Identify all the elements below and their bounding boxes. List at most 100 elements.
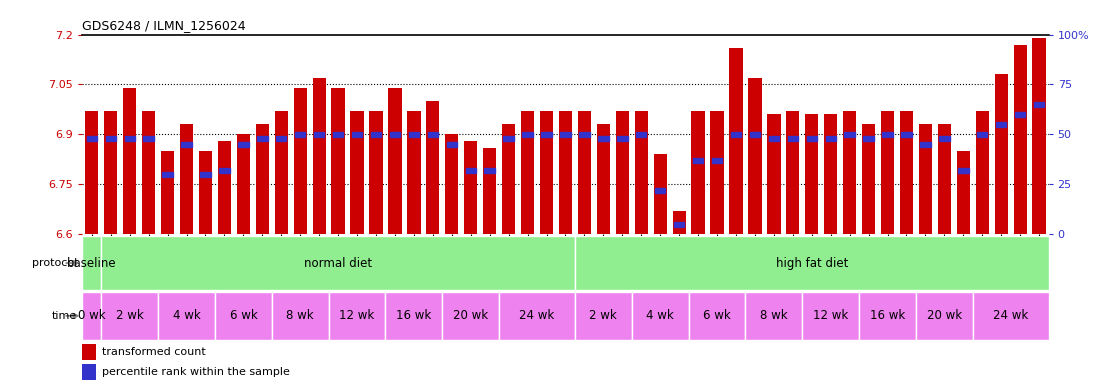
Bar xyxy=(426,101,439,234)
Bar xyxy=(1034,102,1044,107)
Bar xyxy=(787,136,798,141)
Bar xyxy=(541,132,551,137)
Bar xyxy=(959,168,968,173)
Bar xyxy=(749,78,762,234)
Bar xyxy=(580,132,590,137)
Bar xyxy=(731,132,741,137)
Bar xyxy=(1032,38,1045,234)
Text: 4 wk: 4 wk xyxy=(172,310,201,322)
Bar xyxy=(371,132,381,137)
Bar xyxy=(295,132,305,137)
Bar xyxy=(1015,112,1026,117)
Bar xyxy=(769,136,780,141)
Bar xyxy=(82,364,97,379)
Bar xyxy=(445,134,459,234)
Bar xyxy=(729,48,742,234)
Bar xyxy=(238,142,248,147)
Bar xyxy=(181,142,192,147)
Text: 0 wk: 0 wk xyxy=(78,310,105,322)
Bar xyxy=(825,114,838,234)
Bar xyxy=(523,132,533,137)
Bar xyxy=(883,132,893,137)
Bar xyxy=(500,292,575,340)
Bar xyxy=(635,111,648,234)
Bar xyxy=(180,124,193,234)
Text: 24 wk: 24 wk xyxy=(519,310,554,322)
Bar xyxy=(919,124,932,234)
Bar xyxy=(900,111,914,234)
Bar xyxy=(390,132,400,137)
Bar xyxy=(215,292,272,340)
Bar xyxy=(672,211,686,234)
Bar xyxy=(237,134,250,234)
Bar xyxy=(578,111,591,234)
Bar xyxy=(104,111,117,234)
Bar xyxy=(369,111,382,234)
Bar xyxy=(862,124,875,234)
Text: 12 wk: 12 wk xyxy=(814,310,849,322)
Bar xyxy=(540,111,553,234)
Bar xyxy=(863,136,874,141)
Bar xyxy=(938,124,951,234)
Bar xyxy=(163,172,172,177)
Bar xyxy=(217,141,231,234)
Bar xyxy=(350,111,363,234)
Bar xyxy=(272,292,328,340)
Bar xyxy=(575,292,631,340)
Bar xyxy=(976,111,989,234)
Bar xyxy=(596,124,610,234)
Bar xyxy=(293,88,306,234)
Bar xyxy=(710,111,724,234)
Bar xyxy=(616,111,629,234)
Bar xyxy=(408,132,419,137)
Bar xyxy=(768,114,781,234)
Bar xyxy=(786,111,799,234)
Bar xyxy=(199,151,212,234)
Text: baseline: baseline xyxy=(67,257,116,270)
Bar xyxy=(389,88,402,234)
Bar xyxy=(656,188,665,193)
Bar xyxy=(161,151,175,234)
Text: 16 wk: 16 wk xyxy=(870,310,905,322)
Bar xyxy=(101,236,575,290)
Bar xyxy=(86,111,99,234)
Text: transformed count: transformed count xyxy=(101,347,205,357)
Bar xyxy=(575,236,1049,290)
Bar xyxy=(712,158,722,163)
Bar xyxy=(256,124,269,234)
Text: time: time xyxy=(52,311,77,321)
Bar xyxy=(995,74,1008,234)
Bar xyxy=(142,111,155,234)
Bar xyxy=(314,132,324,137)
Bar xyxy=(200,172,211,177)
Text: 20 wk: 20 wk xyxy=(453,310,489,322)
Bar xyxy=(859,292,916,340)
Bar xyxy=(483,148,496,234)
Bar xyxy=(973,292,1049,340)
Bar xyxy=(313,78,326,234)
Bar xyxy=(351,132,362,137)
Bar xyxy=(484,168,495,173)
Text: GDS6248 / ILMN_1256024: GDS6248 / ILMN_1256024 xyxy=(82,19,246,32)
Bar xyxy=(750,132,760,137)
Bar xyxy=(333,132,344,137)
Bar xyxy=(274,111,288,234)
Text: high fat diet: high fat diet xyxy=(775,257,848,270)
Bar xyxy=(688,292,746,340)
Bar xyxy=(939,136,950,141)
Bar xyxy=(447,142,457,147)
Bar xyxy=(124,136,135,141)
Text: 16 wk: 16 wk xyxy=(396,310,432,322)
Text: 20 wk: 20 wk xyxy=(927,310,962,322)
Bar xyxy=(996,122,1007,127)
Text: 6 wk: 6 wk xyxy=(229,310,257,322)
Bar xyxy=(464,141,478,234)
Bar xyxy=(502,124,515,234)
Bar xyxy=(560,132,571,137)
Bar xyxy=(257,136,268,141)
Bar xyxy=(844,132,855,137)
Text: percentile rank within the sample: percentile rank within the sample xyxy=(101,367,290,377)
Bar xyxy=(158,292,215,340)
Bar xyxy=(881,111,894,234)
Bar xyxy=(956,151,970,234)
